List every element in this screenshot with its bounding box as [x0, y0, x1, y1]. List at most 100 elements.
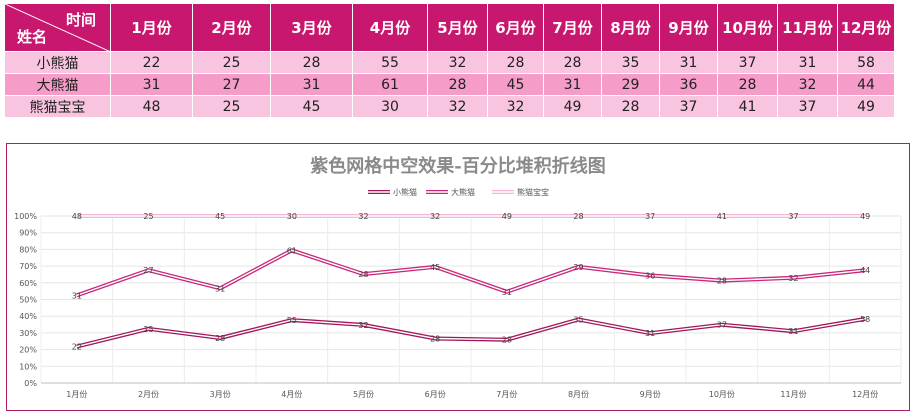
- data-label: 32: [358, 212, 368, 221]
- data-label: 22: [72, 343, 82, 352]
- chart-title: 紫色网格中空效果-百分比堆积折线图: [310, 156, 606, 177]
- data-label: 30: [287, 212, 297, 221]
- x-tick-label: 7月份: [496, 389, 517, 399]
- value-cell: 31: [777, 51, 838, 74]
- data-table-container: 时间 姓名 1月份 2月份 3月份 4月份 5月份 6月份 7月份 8月份 9月…: [4, 3, 895, 118]
- data-label: 27: [143, 266, 153, 275]
- data-label: 31: [502, 288, 512, 297]
- row-name-cell: 小熊猫: [4, 51, 111, 74]
- y-tick-label: 40%: [19, 312, 37, 321]
- data-label: 29: [573, 263, 583, 272]
- value-cell: 31: [270, 73, 353, 96]
- month-header: 6月份: [487, 3, 544, 52]
- data-label: 37: [788, 212, 798, 221]
- value-cell: 28: [427, 73, 488, 96]
- table-row: 大熊猫 31 27 31 61 28 45 31 29 36 28 32 44: [4, 73, 895, 96]
- value-cell: 37: [717, 51, 778, 74]
- y-tick-label: 90%: [19, 229, 37, 238]
- month-header: 1月份: [110, 3, 193, 52]
- data-label: 31: [788, 327, 798, 336]
- data-label: 32: [788, 274, 798, 283]
- chart-area: 紫色网格中空效果-百分比堆积折线图 0% 10% 20% 30% 40% 50% 60% 70…: [6, 143, 910, 411]
- data-label: 25: [143, 325, 153, 334]
- data-label: 28: [358, 270, 368, 279]
- y-tick-label: 0%: [24, 379, 37, 388]
- diagonal-divider: [5, 4, 111, 52]
- x-tick-label: 4月份: [281, 389, 302, 399]
- x-tick-label: 3月份: [210, 389, 231, 399]
- value-cell: 35: [601, 51, 660, 74]
- row-name-cell: 熊猫宝宝: [4, 95, 111, 118]
- legend-label: 熊猫宝宝: [517, 187, 549, 197]
- value-cell: 32: [487, 95, 544, 118]
- month-header: 8月份: [601, 3, 660, 52]
- data-label: 37: [645, 212, 655, 221]
- data-label: 31: [215, 284, 225, 293]
- data-label: 45: [215, 212, 225, 221]
- value-cell: 28: [601, 95, 660, 118]
- value-cell: 48: [110, 95, 193, 118]
- table-header-row: 时间 姓名 1月份 2月份 3月份 4月份 5月份 6月份 7月份 8月份 9月…: [4, 3, 895, 52]
- data-label: 28: [502, 336, 512, 345]
- data-label: 55: [287, 316, 297, 325]
- corner-label-time: 时间: [65, 11, 96, 29]
- y-tick-label: 10%: [19, 362, 37, 371]
- value-cell: 36: [659, 73, 718, 96]
- x-tick-label: 6月份: [425, 389, 446, 399]
- data-label: 41: [717, 212, 727, 221]
- month-header: 10月份: [717, 3, 778, 52]
- value-cell: 37: [659, 95, 718, 118]
- month-header: 2月份: [192, 3, 271, 52]
- x-tick-label: 9月份: [640, 389, 661, 399]
- data-label: 28: [215, 334, 225, 343]
- value-cell: 31: [110, 73, 193, 96]
- value-cell: 28: [487, 51, 544, 74]
- legend-label: 小熊猫: [393, 187, 417, 197]
- data-label: 49: [502, 212, 512, 221]
- value-cell: 28: [543, 51, 602, 74]
- data-label: 25: [143, 212, 153, 221]
- x-tick-label: 12月份: [852, 389, 878, 399]
- series-line-hollow: [76, 318, 866, 348]
- x-tick-label: 1月份: [66, 389, 87, 399]
- x-tick-label: 2月份: [138, 389, 159, 399]
- value-cell: 31: [543, 73, 602, 96]
- row-name-cell: 大熊猫: [4, 73, 111, 96]
- corner-header-cell: 时间 姓名: [4, 3, 111, 52]
- value-cell: 55: [352, 51, 428, 74]
- value-cell: 25: [192, 95, 271, 118]
- x-tick-label: 8月份: [568, 389, 589, 399]
- value-cell: 27: [192, 73, 271, 96]
- x-tick-label: 5月份: [353, 389, 374, 399]
- data-label: 37: [717, 321, 727, 330]
- data-label: 49: [860, 212, 870, 221]
- value-cell: 45: [270, 95, 353, 118]
- value-cell: 58: [837, 51, 895, 74]
- month-header: 3月份: [270, 3, 353, 52]
- data-label: 31: [72, 291, 82, 300]
- value-cell: 49: [543, 95, 602, 118]
- x-tick-label: 11月份: [780, 389, 806, 399]
- y-tick-label: 100%: [14, 212, 37, 221]
- data-label: 36: [645, 271, 655, 280]
- data-label: 45: [430, 263, 440, 272]
- y-tick-label: 60%: [19, 279, 37, 288]
- month-header: 12月份: [837, 3, 895, 52]
- data-label: 28: [430, 334, 440, 343]
- value-cell: 45: [487, 73, 544, 96]
- x-tick-label: 10月份: [709, 389, 735, 399]
- series-line-hollow: [76, 249, 866, 297]
- y-tick-label: 80%: [19, 245, 37, 254]
- line-chart: 0% 10% 20% 30% 40% 50% 60% 70% 80% 90% 100% 1月份 2月份 3…: [14, 187, 902, 399]
- data-label: 28: [717, 277, 727, 286]
- data-label: 32: [358, 321, 368, 330]
- data-label: 48: [72, 212, 82, 221]
- y-tick-label: 70%: [19, 262, 37, 271]
- value-cell: 31: [659, 51, 718, 74]
- month-header: 5月份: [427, 3, 488, 52]
- data-label: 58: [860, 315, 870, 324]
- data-label: 28: [573, 212, 583, 221]
- value-cell: 22: [110, 51, 193, 74]
- data-label: 31: [645, 329, 655, 338]
- value-cell: 29: [601, 73, 660, 96]
